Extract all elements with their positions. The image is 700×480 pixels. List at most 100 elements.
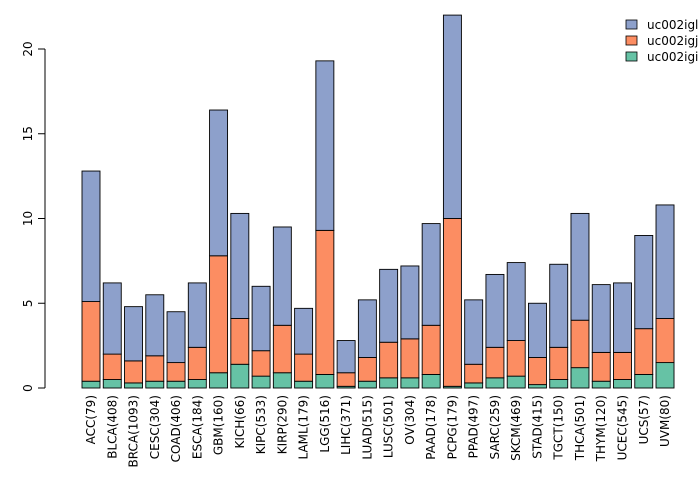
- bar-segment-uc002igi-23: [570, 367, 590, 389]
- bar-segment-uc002igl-4: [166, 311, 186, 364]
- bar-segment-uc002igi-14: [379, 377, 399, 389]
- y-tick-label: 20: [21, 41, 35, 56]
- bar-segment-uc002igi-24: [591, 380, 611, 389]
- bar-segment-uc002igj-19: [485, 346, 505, 379]
- bar-segment-uc002igj-13: [357, 357, 377, 382]
- bar-segment-uc002igi-22: [549, 379, 569, 389]
- bar-segment-uc002igi-11: [315, 373, 335, 389]
- bar-segment-uc002igj-25: [613, 351, 632, 380]
- x-tick-label: THYM(120): [594, 395, 608, 462]
- bar-segment-uc002igj-2: [124, 360, 143, 384]
- x-tick-label: LGG(516): [318, 395, 332, 453]
- y-tick-label: 0: [21, 384, 35, 392]
- bar-segment-uc002igj-21: [528, 357, 547, 386]
- bar-segment-uc002igi-6: [209, 372, 229, 389]
- x-tick-label: CESC(304): [148, 395, 162, 459]
- bar-segment-uc002igi-26: [634, 373, 654, 389]
- bar-segment-uc002igi-4: [166, 380, 186, 389]
- bar-segment-uc002igl-2: [124, 306, 143, 362]
- bar-segment-uc002igj-26: [634, 328, 654, 375]
- x-tick-label: ACC(79): [84, 395, 98, 444]
- bar-segment-uc002igl-14: [379, 268, 399, 343]
- x-tick-label: GBM(160): [212, 395, 226, 455]
- legend-label-uc002igi: uc002igi: [647, 50, 698, 64]
- bar-segment-uc002igj-15: [400, 338, 420, 379]
- legend-swatch-uc002igj: [625, 35, 638, 46]
- bar-segment-uc002igi-21: [528, 384, 547, 389]
- bar-segment-uc002igl-19: [485, 273, 505, 348]
- bar-segment-uc002igl-12: [336, 340, 356, 374]
- bar-segment-uc002igi-15: [400, 377, 420, 389]
- x-tick-label: LAML(179): [297, 395, 311, 459]
- bar-segment-uc002igl-13: [357, 299, 377, 358]
- bar-segment-uc002igl-27: [655, 204, 675, 319]
- bar-segment-uc002igi-19: [485, 377, 505, 389]
- legend-label-uc002igj: uc002igj: [647, 34, 698, 48]
- x-tick-label: BRCA(1093): [127, 395, 141, 467]
- y-tick-label: 15: [21, 126, 35, 141]
- bar-segment-uc002igj-20: [506, 340, 526, 377]
- bar-segment-uc002igi-2: [124, 382, 143, 389]
- y-axis: 0 5 10 15 20: [21, 41, 46, 392]
- y-tick-label: 5: [21, 299, 35, 307]
- x-tick-label: STAD(415): [530, 395, 544, 459]
- bar-segment-uc002igj-12: [336, 372, 356, 387]
- bar-segment-uc002igl-17: [442, 14, 462, 219]
- x-tick-label: LIHC(371): [339, 395, 353, 455]
- bar-segment-uc002igl-7: [230, 212, 250, 319]
- bar-segment-uc002igl-15: [400, 265, 420, 340]
- bar-segment-uc002igi-9: [272, 372, 292, 389]
- legend-swatch-uc002igl: [625, 19, 638, 30]
- bar-segment-uc002igj-16: [421, 324, 441, 375]
- x-tick-label: LUSC(501): [382, 395, 396, 458]
- bar-segment-uc002igl-11: [315, 60, 335, 231]
- bar-segment-uc002igl-10: [294, 307, 314, 355]
- bar-segment-uc002igj-1: [102, 353, 122, 380]
- bar-segment-uc002igl-25: [613, 282, 632, 353]
- x-tick-label: KIPC(533): [254, 395, 268, 454]
- bar-segment-uc002igi-20: [506, 375, 526, 389]
- bar-segment-uc002igl-26: [634, 234, 654, 330]
- x-tick-label: UCS(57): [637, 395, 651, 444]
- x-tick-label: BLCA(408): [105, 395, 119, 459]
- bar-segment-uc002igl-21: [528, 302, 547, 358]
- legend-label-uc002igl: uc002igl: [647, 18, 698, 32]
- bar-segment-uc002igj-22: [549, 346, 569, 380]
- bar-segment-uc002igj-27: [655, 318, 675, 364]
- bar-segment-uc002igj-17: [442, 218, 462, 387]
- bar-segment-uc002igj-10: [294, 353, 314, 382]
- bar-segment-uc002igi-13: [357, 380, 377, 389]
- bar-segment-uc002igj-14: [379, 341, 399, 379]
- bar-segment-uc002igj-18: [464, 363, 484, 384]
- bars: [81, 14, 675, 389]
- bar-segment-uc002igj-3: [145, 355, 165, 382]
- x-tick-label: KIRP(290): [275, 395, 289, 454]
- bar-segment-uc002igl-24: [591, 284, 611, 353]
- bar-segment-uc002igi-16: [421, 373, 441, 389]
- y-tick-label: 10: [21, 211, 35, 226]
- x-tick-label: PAAD(178): [424, 395, 438, 460]
- bar-segment-uc002igl-3: [145, 294, 165, 357]
- bar-segment-uc002igi-3: [145, 380, 165, 389]
- bar-segment-uc002igl-9: [272, 226, 292, 326]
- x-tick-label: PPAD(497): [467, 395, 481, 458]
- bar-segment-uc002igi-7: [230, 363, 250, 389]
- bar-segment-uc002igi-18: [464, 382, 484, 389]
- x-tick-label: KICH(66): [233, 395, 247, 448]
- x-tick-label: SKCM(469): [509, 395, 523, 461]
- x-tick-label: UVM(80): [658, 395, 672, 447]
- bar-segment-uc002igj-0: [81, 301, 101, 382]
- bar-segment-uc002igl-22: [549, 263, 569, 348]
- bar-segment-uc002igi-10: [294, 380, 314, 389]
- bar-segment-uc002igl-23: [570, 212, 590, 321]
- x-tick-label: COAD(406): [169, 395, 183, 462]
- bar-segment-uc002igj-4: [166, 362, 186, 382]
- x-tick-label: THCA(501): [573, 395, 587, 461]
- bar-segment-uc002igj-8: [251, 350, 271, 377]
- bar-segment-uc002igj-7: [230, 318, 250, 365]
- legend: uc002igl uc002igj uc002igi: [625, 18, 698, 64]
- bar-segment-uc002igj-9: [272, 324, 292, 374]
- bar-segment-uc002igj-6: [209, 255, 229, 374]
- bar-segment-uc002igj-23: [570, 319, 590, 369]
